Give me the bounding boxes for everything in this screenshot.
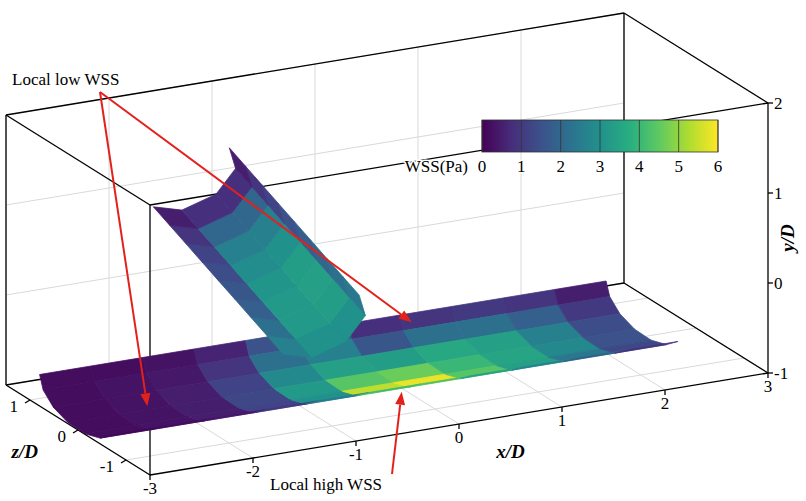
x-tick-label: -2: [246, 462, 260, 481]
tick: [768, 282, 773, 283]
wss-cell: [229, 148, 252, 187]
annotation-arrowhead: [395, 392, 405, 406]
colorbar-tick: [521, 120, 522, 152]
x-tick-label: 2: [661, 394, 670, 413]
tick: [768, 102, 773, 103]
colorbar-tick-label: 4: [635, 157, 644, 176]
surfaces: [40, 148, 678, 438]
colorbar-tick: [678, 120, 679, 152]
grid-line: [6, 103, 624, 205]
axis-box-edge: [767, 103, 768, 373]
colorbar-tick-label: 2: [556, 157, 565, 176]
colorbar-tick: [600, 120, 601, 152]
wss-cell: [255, 401, 318, 413]
grid-line: [78, 328, 696, 430]
y-tick-label: 2: [774, 94, 783, 113]
axis-box-edge: [5, 115, 6, 385]
axis-box-edge: [6, 115, 150, 205]
colorbar-frame: [482, 120, 718, 152]
tick: [768, 372, 773, 373]
axis-box-edge: [149, 205, 150, 475]
grid-line: [6, 13, 624, 115]
annotation-arrow: [100, 92, 401, 315]
colorbar-tick-label: 3: [596, 157, 605, 176]
annotation: Local low WSS: [12, 70, 119, 89]
z-axis-title: z/D: [11, 441, 39, 462]
wss-cell: [461, 367, 524, 379]
annotation-arrow: [100, 92, 145, 393]
y-tick-label: 1: [774, 184, 783, 203]
axis-box-edge: [6, 13, 624, 115]
y-axis-title: y/D: [777, 224, 798, 254]
colorbar-title: WSS(Pa): [405, 157, 468, 176]
grid-line: [109, 98, 110, 368]
wss-cell: [100, 427, 163, 439]
y-tick-label: -1: [774, 364, 788, 383]
axis-box-edge: [624, 283, 768, 373]
grid-line: [30, 298, 648, 400]
wss-cell: [409, 376, 472, 388]
annotation: Local high WSS: [270, 475, 382, 494]
colorbar-tick: [639, 120, 640, 152]
x-tick-label: 1: [558, 411, 567, 430]
wss-cell: [512, 359, 575, 371]
z-tick-label: 0: [58, 427, 67, 446]
x-tick-label: -3: [143, 479, 157, 498]
wss-cell: [564, 350, 627, 362]
colorbar-tick: [560, 120, 561, 152]
chart: -3-2-10123-1012-101x/Dz/Dy/D0123456WSS(P…: [0, 0, 806, 501]
wss-cell: [306, 393, 369, 405]
wss-cell: [203, 410, 266, 422]
colorbar-tick-label: 5: [674, 157, 683, 176]
x-tick-label: -1: [349, 445, 363, 464]
y-tick-label: 0: [774, 274, 783, 293]
annotation-arrowhead: [140, 393, 150, 407]
annotation-arrow: [392, 405, 400, 474]
grid-line: [624, 283, 768, 373]
tick: [73, 430, 78, 433]
wss-cell: [152, 418, 215, 430]
tick: [768, 192, 773, 193]
colorbar-tick-label: 1: [517, 157, 526, 176]
colorbar-tick-label: 6: [714, 157, 723, 176]
colorbar: [482, 120, 718, 152]
tick: [121, 460, 126, 463]
tick: [25, 400, 30, 403]
z-tick-label: 1: [10, 397, 19, 416]
axis-box-edge: [150, 373, 768, 475]
wss-cell: [615, 342, 678, 354]
annotation-arrowhead: [398, 311, 411, 323]
axis-box-edge: [624, 13, 768, 103]
z-tick-label: -1: [100, 457, 114, 476]
x-tick-label: 3: [764, 377, 773, 396]
wss-cell: [358, 384, 421, 396]
x-axis-title: x/D: [495, 441, 525, 462]
grid-line: [6, 115, 7, 385]
grid-line: [418, 47, 419, 317]
colorbar-tick-label: 0: [478, 157, 487, 176]
x-tick-label: 0: [455, 428, 464, 447]
